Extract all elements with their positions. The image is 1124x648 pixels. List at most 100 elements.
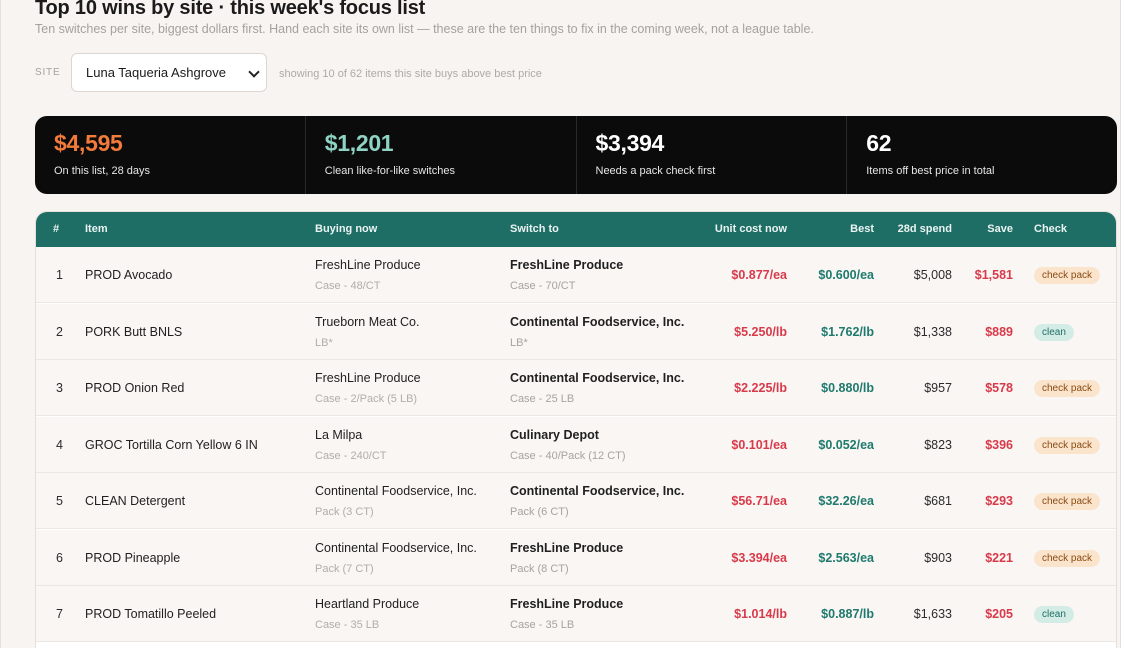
column-header-28d-spend: 28d spend [897,223,952,235]
column-header-best: Best [850,223,874,235]
unit-cost-now: $0.877/ea [731,268,787,282]
check-status-badge[interactable]: check pack [1034,436,1101,454]
table-row[interactable]: 2 PORK Butt BNLS Trueborn Meat Co. LB* Conti… [36,303,1116,360]
row-number: 5 [56,494,63,508]
column-header-unit-cost-now: Unit cost now [714,223,787,235]
best-price: $0.600/ea [818,268,874,282]
kpi-label: Needs a pack check first [595,165,716,177]
kpi-card: $3,394 Needs a pack check first [577,116,848,194]
kpi-value: 62 [866,130,892,156]
chevron-down-icon [248,66,260,78]
check-status-badge[interactable]: check pack [1034,549,1101,567]
column-header-switch-to: Switch to [510,223,559,235]
column-header-check: Check [1034,223,1068,235]
kpi-card: 62 Items off best price in total [847,116,1117,194]
buying-now-pack: LB* [315,336,333,349]
column-header-item: Item [85,223,108,235]
column-header-num: # [53,223,60,235]
buying-now-vendor: Continental Foodservice, Inc. [315,484,477,498]
buying-now-vendor: Heartland Produce [315,597,420,611]
unit-cost-now: $1.014/lb [734,607,787,621]
buying-now-pack: Case - 48/CT [315,280,381,292]
spend-28d: $5,008 [913,268,952,282]
switch-to-vendor: FreshLine Produce [510,597,624,611]
buying-now-pack: Pack (7 CT) [315,562,374,575]
save-amount: $889 [985,324,1013,339]
site-select-value: Luna Taqueria Ashgrove [86,65,226,80]
row-number: 6 [56,550,63,565]
focus-list-table: # Item Buying now Switch to Unit cost no… [35,211,1117,648]
item-name: PROD Tomatillo Peeled [85,607,217,621]
best-price: $0.880/lb [821,381,874,395]
kpi-value: $3,394 [595,130,665,156]
check-status-badge[interactable]: clean [1034,606,1074,623]
row-number: 4 [56,437,63,452]
unit-cost-now: $5.250/lb [734,324,787,339]
kpi-label: On this list, 28 days [54,165,150,177]
save-amount: $205 [985,607,1013,621]
spend-28d: $1,633 [913,607,952,621]
buying-now-pack: Case - 2/Pack (5 LB) [315,393,418,405]
column-header-save: Save [987,223,1013,235]
table-row[interactable]: 3 PROD Onion Red FreshLine Produce Case - 2… [36,360,1116,416]
best-price: $1.762/lb [821,324,874,339]
table-row[interactable]: 5 CLEAN Detergent Continental Foodservice,… [36,473,1116,529]
item-name: PROD Onion Red [85,381,185,395]
check-status-badge[interactable]: check pack [1034,493,1101,510]
buying-now-pack: Pack (3 CT) [315,506,374,518]
switch-to-pack: Case - 40/Pack (12 CT) [510,449,626,462]
switch-to-pack: Pack (8 CT) [510,562,569,575]
buying-now-vendor: FreshLine Produce [315,258,421,272]
page-subtitle: Ten switches per site, biggest dollars f… [35,22,814,36]
spend-28d: $957 [924,381,952,395]
best-price: $2.563/ea [818,550,874,565]
check-status-badge[interactable]: check pack [1034,267,1101,284]
buying-now-vendor: Trueborn Meat Co. [315,314,420,329]
unit-cost-now: $2.225/lb [734,381,787,395]
unit-cost-now: $3.394/ea [731,550,787,565]
table-row[interactable]: 6 PROD Pineapple Continental Foodservice, … [36,529,1116,586]
check-status-badge[interactable]: clean [1034,323,1074,341]
row-number: 1 [56,268,63,282]
switch-to-vendor: FreshLine Produce [510,540,624,555]
switch-to-vendor: Culinary Depot [510,427,599,442]
kpi-card: $4,595 On this list, 28 days [35,116,306,194]
best-price: $32.26/ea [818,494,874,508]
buying-now-vendor: FreshLine Produce [315,371,421,385]
switch-to-pack: LB* [510,336,528,349]
row-number: 3 [56,381,63,395]
site-select[interactable]: Luna Taqueria Ashgrove [71,53,267,92]
table-row[interactable]: 7 PROD Tomatillo Peeled Heartland Produce C… [36,586,1116,642]
item-name: CLEAN Detergent [85,494,186,508]
kpi-label: Clean like-for-like switches [324,165,455,177]
check-status-badge[interactable]: check pack [1034,380,1101,397]
table-row[interactable]: 1 PROD Avocado FreshLine Produce Case - 48/… [36,247,1116,303]
kpi-strip: $4,595 On this list, 28 days $1,201 Clea… [35,116,1117,194]
switch-to-pack: Case - 70/CT [510,280,576,292]
table-header: # Item Buying now Switch to Unit cost no… [36,212,1116,247]
item-name: PROD Avocado [85,268,173,282]
kpi-label: Items off best price in total [866,165,995,177]
switch-to-pack: Case - 35 LB [510,619,575,631]
switch-to-vendor: FreshLine Produce [510,258,624,272]
spend-28d: $1,338 [913,324,952,339]
unit-cost-now: $0.101/ea [731,437,787,452]
table-row[interactable]: 4 GROC Tortilla Corn Yellow 6 IN La Milpa C… [36,416,1116,473]
showing-count-text: showing 10 of 62 items this site buys ab… [279,68,542,80]
site-filter-label: SITE [35,67,61,78]
save-amount: $293 [985,494,1013,508]
best-price: $0.052/ea [818,437,874,452]
row-number: 2 [56,324,63,339]
switch-to-pack: Pack (6 CT) [510,506,569,518]
buying-now-vendor: La Milpa [315,427,363,442]
item-name: PROD Pineapple [85,550,181,565]
spend-28d: $681 [924,494,952,508]
spend-28d: $823 [924,437,952,452]
kpi-value: $1,201 [324,130,394,156]
save-amount: $221 [985,550,1013,565]
switch-to-vendor: Continental Foodservice, Inc. [510,484,685,498]
spend-28d: $903 [924,550,952,565]
best-price: $0.887/lb [821,607,874,621]
buying-now-pack: Case - 35 LB [315,619,380,631]
switch-to-vendor: Continental Foodservice, Inc. [510,314,685,329]
